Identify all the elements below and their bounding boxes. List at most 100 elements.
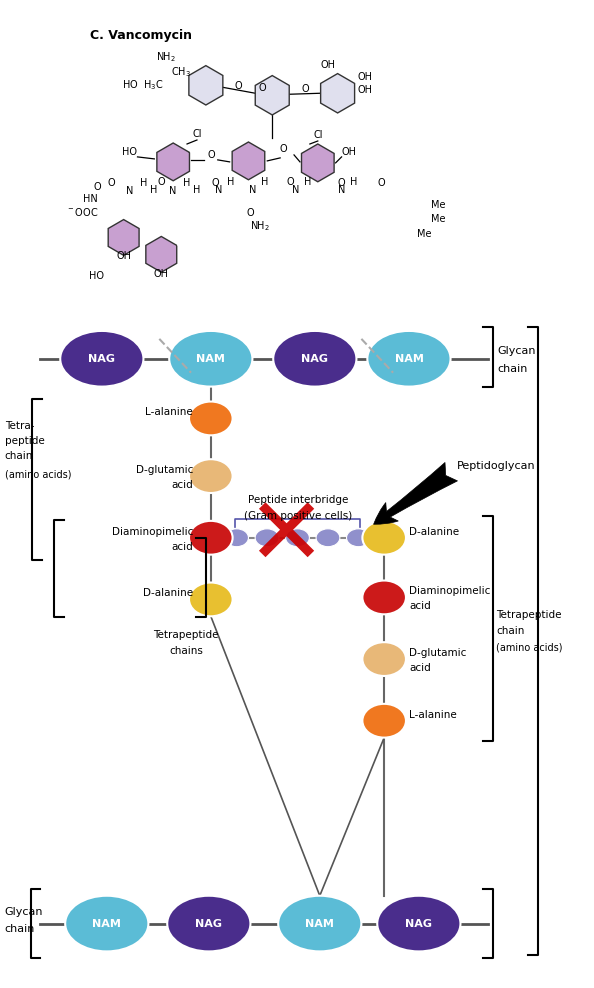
Text: chain: chain: [5, 452, 33, 461]
Text: HO: HO: [89, 272, 105, 282]
Text: H: H: [227, 177, 234, 187]
Text: NAG: NAG: [301, 354, 328, 364]
Text: O: O: [279, 144, 287, 154]
Text: CH$_3$: CH$_3$: [171, 65, 191, 79]
Text: Cl: Cl: [192, 129, 202, 139]
Text: Peptide interbridge: Peptide interbridge: [248, 495, 348, 505]
Text: Diaminopimelic: Diaminopimelic: [112, 527, 193, 536]
Ellipse shape: [377, 896, 460, 951]
Text: O: O: [212, 178, 220, 188]
Text: NAM: NAM: [394, 354, 424, 364]
Text: N: N: [169, 186, 177, 196]
Ellipse shape: [362, 581, 406, 615]
Polygon shape: [108, 219, 139, 255]
Text: acid: acid: [409, 663, 431, 673]
Text: C. Vancomycin: C. Vancomycin: [90, 29, 192, 42]
Ellipse shape: [168, 896, 251, 951]
Text: H: H: [350, 177, 357, 187]
Polygon shape: [146, 236, 177, 273]
Text: OH: OH: [116, 251, 131, 262]
Text: D-glutamic: D-glutamic: [135, 465, 193, 475]
Text: H: H: [140, 178, 147, 188]
Text: (amino acids): (amino acids): [496, 642, 563, 652]
Text: NH$_2$: NH$_2$: [156, 50, 176, 64]
Text: NAG: NAG: [195, 919, 222, 929]
Text: Me: Me: [417, 229, 431, 239]
Text: chain: chain: [497, 364, 527, 373]
Text: L-alanine: L-alanine: [409, 709, 457, 719]
Text: chain: chain: [496, 626, 525, 636]
Polygon shape: [232, 142, 265, 180]
Ellipse shape: [255, 529, 279, 546]
Ellipse shape: [189, 583, 233, 617]
Polygon shape: [255, 75, 289, 115]
Text: HN: HN: [83, 194, 97, 204]
Text: H: H: [150, 185, 157, 195]
Text: Cl: Cl: [313, 130, 323, 140]
Text: (Gram positive cells): (Gram positive cells): [244, 511, 352, 521]
Ellipse shape: [367, 331, 451, 386]
Text: Tetrapeptide: Tetrapeptide: [496, 611, 561, 620]
Text: OH: OH: [320, 60, 335, 70]
Text: OH: OH: [358, 72, 372, 82]
Polygon shape: [302, 144, 334, 182]
Text: NAG: NAG: [89, 354, 115, 364]
Text: H: H: [184, 178, 191, 188]
Text: H: H: [304, 177, 312, 187]
Ellipse shape: [362, 642, 406, 676]
Text: O: O: [301, 84, 309, 94]
Text: NAG: NAG: [405, 919, 432, 929]
Text: L-alanine: L-alanine: [145, 407, 193, 418]
Text: O: O: [286, 177, 294, 187]
Text: chains: chains: [169, 646, 203, 656]
Text: (amino acids): (amino acids): [5, 469, 71, 479]
Text: NAM: NAM: [92, 919, 121, 929]
Text: H: H: [193, 185, 201, 195]
Polygon shape: [157, 143, 189, 181]
Ellipse shape: [189, 521, 233, 554]
Text: O: O: [235, 81, 242, 91]
Ellipse shape: [286, 529, 309, 546]
Text: acid: acid: [409, 602, 431, 612]
Ellipse shape: [316, 529, 340, 546]
Text: O: O: [93, 182, 101, 192]
Text: Tetra-: Tetra-: [5, 422, 34, 432]
Ellipse shape: [65, 896, 148, 951]
Text: Glycan: Glycan: [497, 346, 536, 356]
Ellipse shape: [346, 529, 370, 546]
Text: Peptidoglycan: Peptidoglycan: [457, 461, 535, 471]
Polygon shape: [321, 73, 355, 113]
Text: ✕: ✕: [245, 492, 325, 584]
Text: N: N: [292, 185, 300, 195]
Text: OH: OH: [342, 147, 356, 157]
Text: O: O: [377, 178, 385, 188]
Text: chain: chain: [5, 924, 35, 934]
Text: HO: HO: [122, 147, 137, 157]
Text: O: O: [108, 178, 116, 188]
Text: NH$_2$: NH$_2$: [251, 219, 270, 233]
Ellipse shape: [273, 331, 356, 386]
Text: D-glutamic: D-glutamic: [409, 648, 466, 658]
Text: Me: Me: [431, 200, 446, 209]
Text: N: N: [249, 185, 256, 195]
Text: peptide: peptide: [5, 437, 45, 447]
Text: D-alanine: D-alanine: [409, 527, 459, 536]
Text: acid: acid: [171, 480, 193, 490]
Text: O: O: [207, 150, 214, 160]
Text: O: O: [258, 83, 266, 93]
Ellipse shape: [169, 331, 252, 386]
Text: D-alanine: D-alanine: [143, 589, 193, 599]
Text: H: H: [261, 177, 268, 187]
Text: N: N: [215, 185, 222, 195]
Text: $^-$OOC: $^-$OOC: [66, 206, 98, 217]
Ellipse shape: [362, 703, 406, 738]
Text: O: O: [338, 178, 345, 188]
Text: O: O: [157, 177, 165, 187]
Ellipse shape: [278, 896, 361, 951]
Text: NAM: NAM: [305, 919, 334, 929]
Ellipse shape: [362, 521, 406, 554]
Text: Me: Me: [431, 213, 446, 223]
Ellipse shape: [189, 459, 233, 493]
Text: NAM: NAM: [197, 354, 225, 364]
Polygon shape: [189, 65, 223, 105]
